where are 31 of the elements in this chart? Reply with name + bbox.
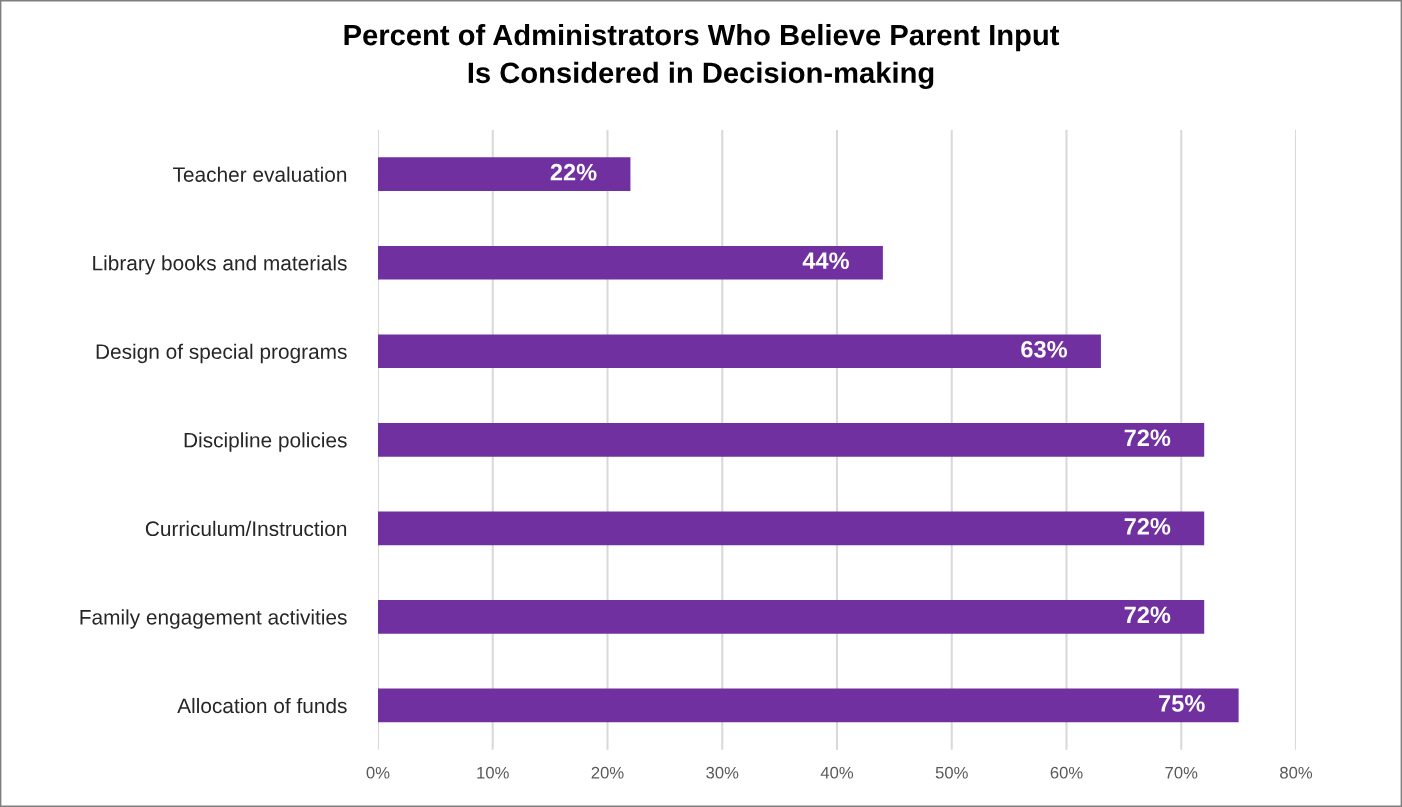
y-tick-label: Discipline policies bbox=[184, 432, 347, 452]
y-tick-label: Teacher evaluation bbox=[173, 166, 347, 182]
y-tick-label: Design of special programs bbox=[96, 343, 347, 364]
data-label: 44% bbox=[802, 252, 849, 270]
x-tick-label: 10% bbox=[477, 766, 509, 779]
data-label: 72% bbox=[1124, 517, 1171, 535]
x-tick-label: 50% bbox=[935, 766, 968, 779]
data-label: 72% bbox=[1124, 606, 1171, 624]
data-label: 72% bbox=[1124, 429, 1171, 447]
bar bbox=[377, 157, 631, 192]
bar bbox=[377, 245, 883, 280]
x-tick-label: 60% bbox=[1050, 766, 1083, 779]
data-label: 22% bbox=[550, 163, 597, 181]
y-tick-label: Allocation of funds bbox=[177, 697, 347, 714]
x-tick-label: 40% bbox=[820, 766, 854, 779]
y-tick-label: Curriculum/Instruction bbox=[145, 520, 347, 537]
bar bbox=[377, 511, 1205, 546]
x-tick-label: 30% bbox=[706, 766, 739, 779]
x-tick-label: 70% bbox=[1165, 766, 1198, 779]
bar bbox=[377, 334, 1101, 369]
bar bbox=[377, 688, 1239, 723]
y-tick-label: Library books and materials bbox=[93, 255, 347, 275]
bar bbox=[377, 600, 1205, 634]
y-tick-label: Family engagement activities bbox=[80, 609, 347, 629]
data-label: 75% bbox=[1159, 695, 1205, 712]
x-tick-label: 0% bbox=[366, 766, 390, 779]
bar bbox=[377, 422, 1205, 457]
chart-title: Percent of Administrators Who Believe Parent Input Is Considered in Decision-making bbox=[344, 23, 1060, 90]
data-label: 63% bbox=[1021, 340, 1068, 358]
x-tick-label: 20% bbox=[591, 766, 624, 779]
x-tick-label: 80% bbox=[1280, 766, 1313, 779]
